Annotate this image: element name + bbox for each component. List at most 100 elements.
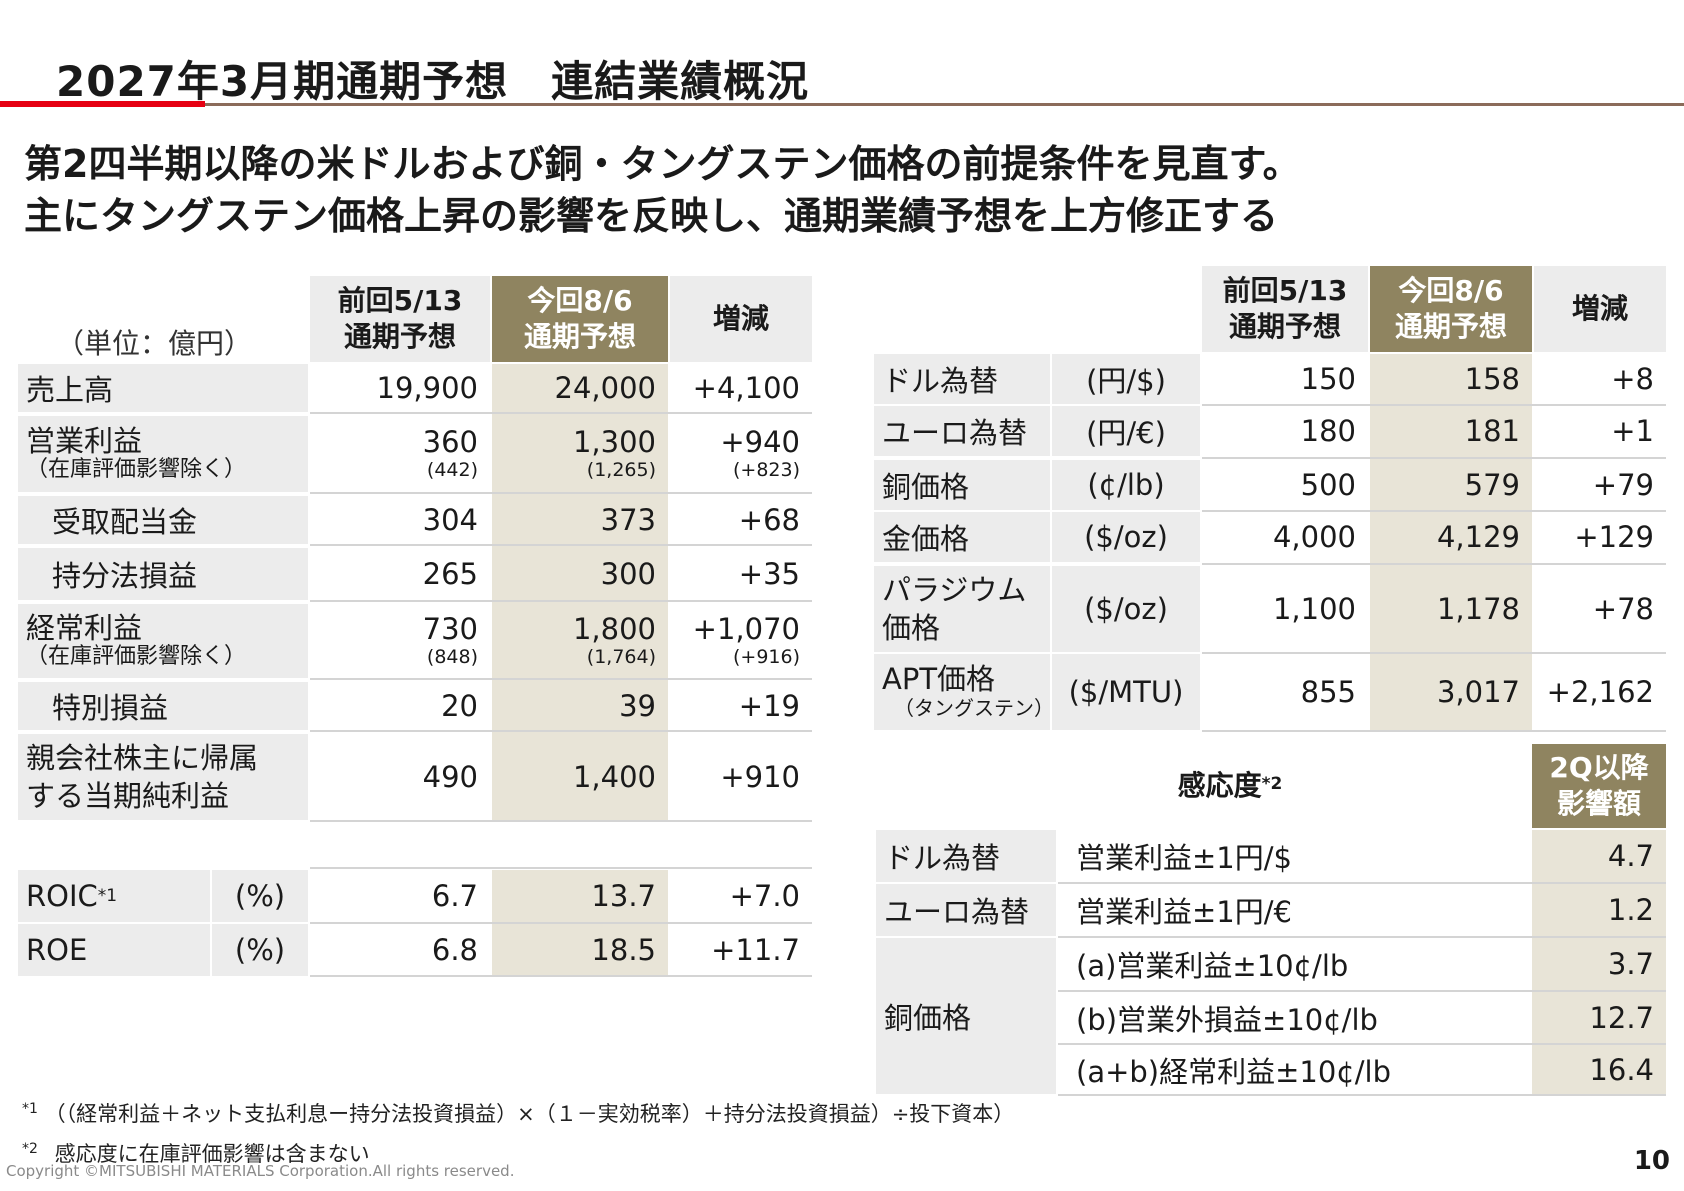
operating-profit-current: 1,300 (1,265) [492, 416, 668, 492]
eur-change: +1 [1611, 414, 1654, 448]
operating-profit-previous: 360 (442) [310, 416, 490, 492]
sensitivity-item-copper-ordinary: (a+b)経常利益±10¢/lb [1076, 1054, 1391, 1089]
palladium-label-line-2: 価格 [882, 611, 941, 645]
row-divider [1202, 563, 1666, 565]
row-divider [1202, 457, 1666, 459]
header-previous-label: 通期予想 [343, 320, 456, 353]
assumption-unit-gold: ($/oz) [1052, 512, 1200, 562]
sensitivity-title: 感応度 *2 [1060, 762, 1400, 806]
current-column-highlight [492, 364, 668, 820]
headline: 第2四半期以降の米ドルおよび銅・タングステン価格の前提条件を見直す。 主にタング… [24, 138, 1301, 242]
sensitivity-group-usd: ドル為替 [876, 830, 1056, 882]
operating-profit-change: +940 (+823) [670, 416, 812, 492]
dividends-change: +68 [738, 503, 800, 537]
title-underline [205, 103, 1684, 106]
apt-previous: 855 [1300, 675, 1356, 709]
ordinary-profit-current-value: 1,800 [572, 612, 656, 646]
row-label-dividends: 受取配当金 [18, 496, 308, 544]
roic-change: +7.0 [729, 879, 800, 913]
assumption-unit-palladium: ($/oz) [1052, 566, 1200, 652]
row-divider [310, 492, 812, 494]
dividends-current: 373 [600, 503, 656, 537]
gold-previous: 4,000 [1272, 520, 1356, 554]
header-current-label: 通期予想 [523, 320, 636, 353]
unit-label: （単位：億円） [56, 327, 253, 360]
roe-previous: 6.8 [431, 933, 478, 967]
row-divider [310, 678, 812, 680]
sensitivity-value-copper-ordinary: 16.4 [1589, 1052, 1654, 1087]
title-underline-accent [0, 101, 205, 107]
sensitivity-title-text: 感応度 [1177, 769, 1262, 802]
roe-change: +11.7 [711, 933, 800, 967]
eur-current: 181 [1464, 414, 1520, 448]
row-label-roic: ROIC *1 [18, 870, 210, 922]
palladium-label-line-1: パラジウム [882, 573, 1027, 607]
page-title: 2027年3月期通期予想 連結業績概況 [56, 57, 810, 106]
assumption-unit-eur: (円/€) [1052, 406, 1200, 456]
assumption-label-eur: ユーロ為替 [874, 406, 1050, 456]
operating-profit-previous-value: 360 [422, 425, 478, 459]
row-divider [1058, 1094, 1666, 1096]
roe-current: 18.5 [591, 933, 656, 967]
apt-current: 3,017 [1436, 675, 1520, 709]
copper-change: +79 [1592, 468, 1654, 502]
ordinary-profit-label: 経常利益 [26, 611, 143, 645]
sensitivity-item-copper-operating: (a)営業利益±10¢/lb [1076, 949, 1349, 983]
header-current-forecast: 今回8/6 通期予想 [492, 276, 668, 362]
row-divider [310, 922, 812, 924]
palladium-previous: 1,100 [1272, 592, 1356, 626]
sensitivity-group-eur: ユーロ為替 [876, 884, 1056, 936]
net-income-change: +910 [720, 760, 800, 794]
sensitivity-value-column-highlight [1532, 830, 1666, 1094]
sensitivity-group-copper: 銅価格 [876, 938, 1056, 1094]
operating-profit-change-value: +940 [720, 425, 800, 459]
net-income-label-line-2: する当期純利益 [26, 779, 230, 813]
sensitivity-header-line-2: 影響額 [1556, 787, 1641, 820]
assumption-unit-usd: (円/$) [1052, 354, 1200, 404]
sensitivity-item-eur: 営業利益±1円/€ [1076, 895, 1292, 929]
operating-profit-label: 営業利益 [26, 424, 143, 458]
usd-previous: 150 [1300, 362, 1356, 396]
header-previous-forecast: 前回5/13 通期予想 [310, 276, 490, 362]
assumption-unit-copper: (¢/lb) [1052, 460, 1200, 510]
sales-previous: 19,900 [376, 371, 478, 405]
row-divider [1058, 936, 1666, 938]
header-previous-date: 前回5/13 [337, 284, 463, 317]
row-divider [310, 867, 812, 869]
sales-current: 24,000 [554, 371, 656, 405]
assumption-label-palladium: パラジウム 価格 [874, 566, 1050, 652]
roic-unit: (%) [212, 870, 308, 922]
usd-current: 158 [1464, 362, 1520, 396]
sales-change: +4,100 [692, 371, 800, 405]
sensitivity-value-copper-operating: 3.7 [1607, 947, 1654, 981]
ordinary-profit-previous-sub: (848) [426, 646, 478, 668]
operating-profit-previous-sub: (442) [426, 459, 478, 481]
footnote-1-text: （（経常利益＋ネット支払利息ー持分法投資損益）×（１－実効税率）＋持分法投資損益… [44, 1102, 1015, 1126]
ordinary-profit-previous: 730 (848) [310, 604, 490, 678]
sensitivity-item-usd: 営業利益±1円/$ [1076, 841, 1292, 875]
footnote-2-mark: *2 [22, 1141, 38, 1157]
sensitivity-value-eur: 1.2 [1607, 893, 1654, 927]
copyright: Copyright ©MITSUBISHI MATERIALS Corporat… [6, 1162, 515, 1180]
extraordinary-previous: 20 [441, 689, 478, 723]
header-change: 増減 [670, 276, 812, 362]
headline-line-1: 第2四半期以降の米ドルおよび銅・タングステン価格の前提条件を見直す。 [24, 142, 1301, 186]
extraordinary-change: +19 [738, 689, 800, 723]
gold-change: +129 [1574, 520, 1654, 554]
ordinary-profit-note: （在庫評価影響除く） [26, 644, 247, 669]
equity-method-current: 300 [600, 557, 656, 591]
equity-method-previous: 265 [422, 557, 478, 591]
row-divider [310, 600, 812, 602]
row-divider [310, 730, 812, 732]
apt-change: +2,162 [1546, 675, 1654, 709]
assumptions-header-previous-date: 前回5/13 [1222, 274, 1348, 307]
row-label-ordinary-profit: 経常利益 （在庫評価影響除く） [18, 604, 308, 678]
row-divider [310, 544, 812, 546]
gold-current: 4,129 [1436, 520, 1520, 554]
assumptions-header-change: 増減 [1534, 266, 1666, 352]
copper-previous: 500 [1300, 468, 1356, 502]
assumptions-header-current-label: 通期予想 [1394, 310, 1507, 343]
copper-current: 579 [1464, 468, 1520, 502]
operating-profit-current-value: 1,300 [572, 425, 656, 459]
net-income-label-line-1: 親会社株主に帰属 [26, 741, 259, 775]
